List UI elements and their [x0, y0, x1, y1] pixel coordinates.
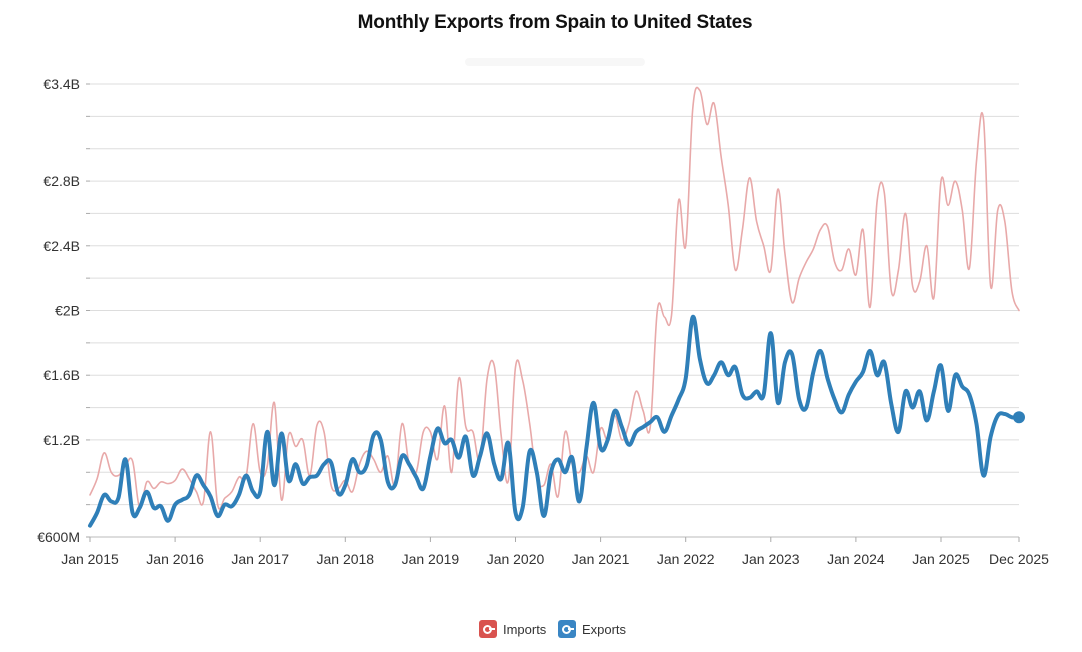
legend-item-imports[interactable]: Imports	[478, 620, 547, 638]
x-tick-label: Jan 2021	[572, 551, 630, 567]
legend-item-exports[interactable]: Exports	[557, 620, 627, 638]
y-tick-label: €2B	[55, 303, 80, 319]
series-line-imports[interactable]	[89, 86, 1020, 510]
x-tick-label: Jan 2019	[402, 551, 460, 567]
subtitle-placeholder	[465, 58, 645, 66]
y-tick-label: €1.2B	[43, 432, 80, 448]
legend-label-exports: Exports	[581, 621, 627, 637]
y-tick-label: €3.4B	[43, 76, 80, 92]
x-tick-label: Jan 2015	[61, 551, 119, 567]
exports-legend-icon	[557, 620, 576, 638]
y-tick-label: €2.8B	[43, 173, 80, 189]
x-tick-label: Jan 2025	[912, 551, 970, 567]
series-lines[interactable]	[88, 86, 1025, 528]
exports-last-point[interactable]	[1013, 411, 1025, 424]
x-axis-labels: Jan 2015 Jan 2016 Jan 2017 Jan 2018 Jan 2019…	[61, 537, 1049, 567]
chart-title: Monthly Exports from Spain to United Sta…	[357, 12, 753, 33]
y-tick-label: €600M	[37, 529, 80, 545]
x-tick-label: Jan 2018	[316, 551, 374, 567]
imports-legend-icon	[478, 620, 497, 638]
x-tick-label: Dec 2025	[989, 551, 1049, 567]
chart-legend: Imports Exports	[0, 620, 1082, 641]
grid-lines	[86, 83, 1019, 538]
x-tick-label: Jan 2023	[742, 551, 800, 567]
x-tick-label: Jan 2016	[146, 551, 204, 567]
x-tick-label: Jan 2020	[487, 551, 545, 567]
x-tick-label: Jan 2022	[657, 551, 715, 567]
x-tick-label: Jan 2017	[231, 551, 289, 567]
legend-label-imports: Imports	[502, 621, 547, 637]
y-tick-label: €2.4B	[43, 238, 80, 254]
x-tick-label: Jan 2024	[827, 551, 885, 567]
series-line-exports[interactable]	[88, 314, 1021, 528]
y-tick-label: €1.6B	[43, 367, 80, 383]
y-axis-labels: €600M €1.2B €1.6B €2B €2.4B €2.8B €3.4B	[37, 76, 80, 545]
